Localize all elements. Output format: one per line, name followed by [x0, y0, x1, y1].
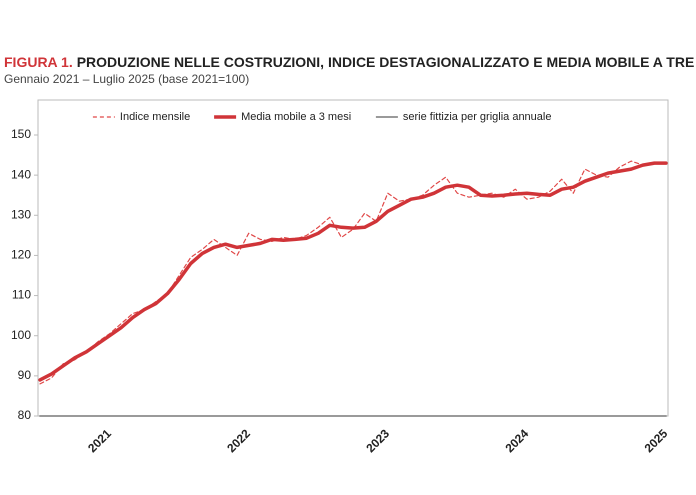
y-tick-label: 80 [18, 408, 32, 422]
y-tick-label: 150 [11, 127, 31, 141]
legend-label: Media mobile a 3 mesi [241, 111, 351, 123]
y-tick-label: 90 [18, 368, 32, 382]
legend-label: Indice mensile [120, 111, 190, 123]
chart-title-prefix: FIGURA 1. [4, 54, 73, 70]
y-tick-label: 100 [11, 328, 31, 342]
plot-frame [37, 99, 669, 417]
chart-title-line: FIGURA 1. PRODUZIONE NELLE COSTRUZIONI, I… [4, 54, 696, 70]
series-line [38, 161, 668, 382]
x-tick-label: 2021 [85, 426, 114, 455]
x-tick-label: 2023 [363, 426, 392, 455]
y-tick-label: 130 [11, 207, 31, 221]
x-tick-label: 2025 [642, 426, 671, 455]
chart-subtitle: Gennaio 2021 – Luglio 2025 (base 2021=10… [4, 72, 249, 86]
chart-title: PRODUZIONE NELLE COSTRUZIONI, INDICE DES… [77, 54, 696, 70]
y-tick-label: 140 [11, 167, 31, 181]
y-tick-label: 110 [12, 288, 31, 302]
series-line [39, 160, 667, 385]
x-tick-label: 2024 [502, 426, 531, 455]
legend-label: serie fittizia per griglia annuale [403, 111, 552, 123]
y-tick-label: 120 [11, 248, 31, 262]
x-tick-label: 2022 [224, 426, 253, 455]
